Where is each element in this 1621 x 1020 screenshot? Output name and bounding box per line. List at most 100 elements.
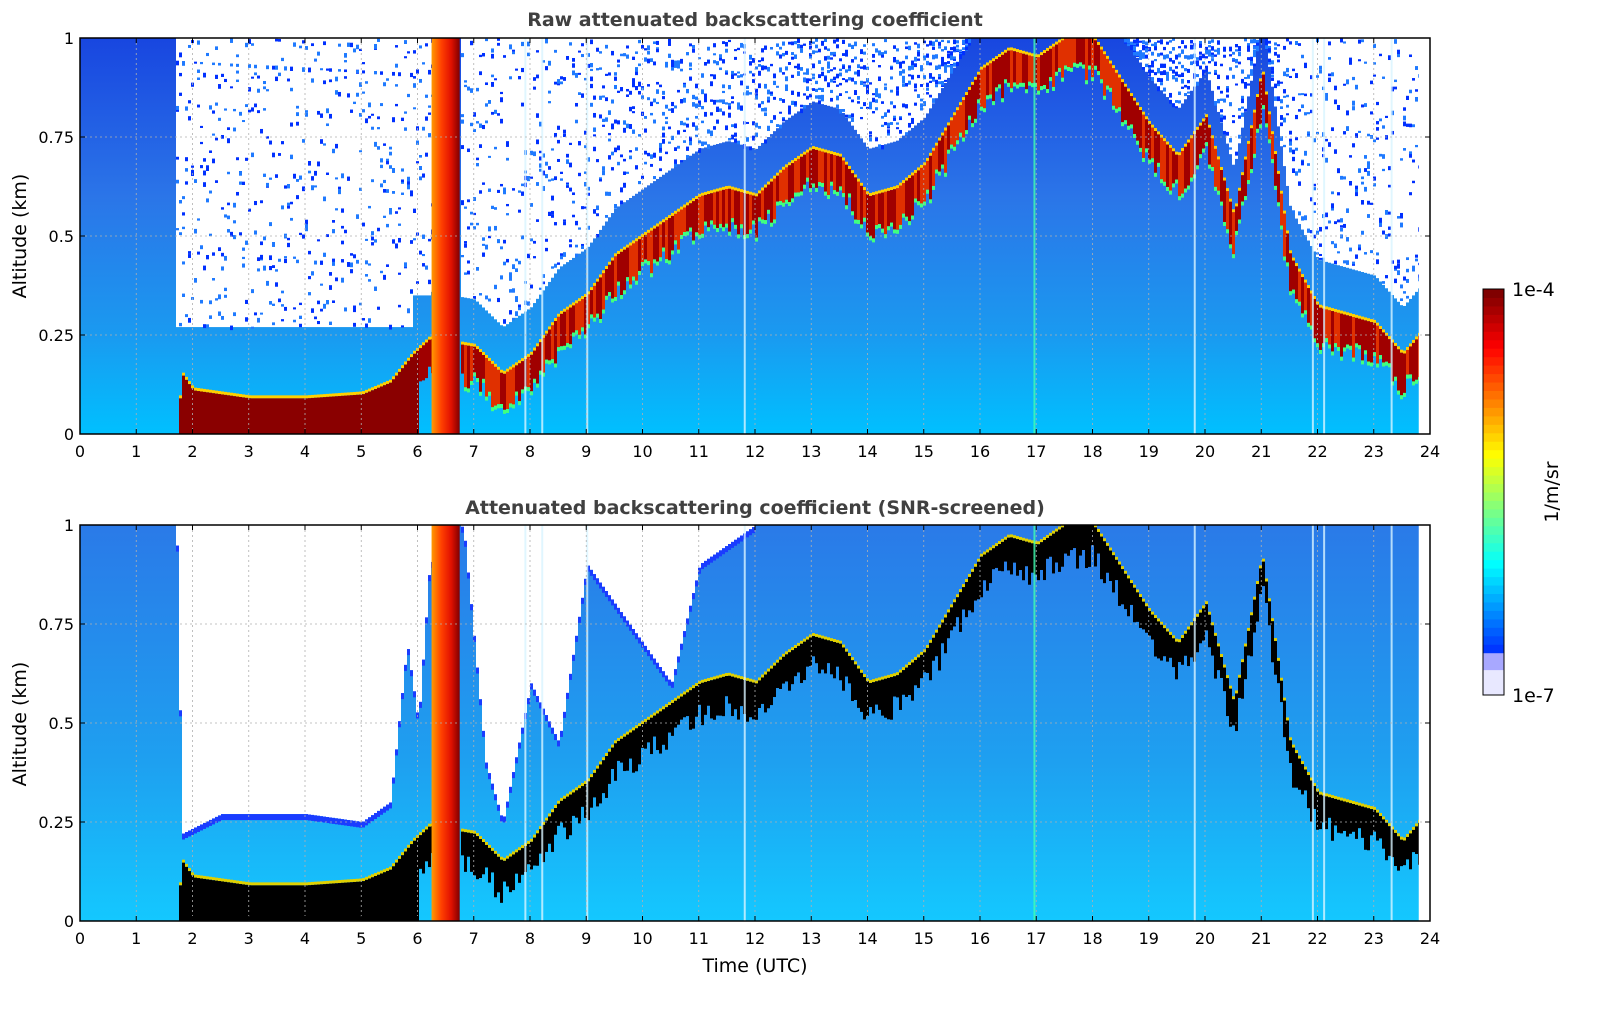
noise-speckle xyxy=(1238,108,1241,111)
noise-column xyxy=(275,38,278,328)
backscatter-layer xyxy=(323,397,326,434)
layer-edge xyxy=(935,629,938,633)
noise-speckle xyxy=(506,203,509,207)
layer-edge xyxy=(1289,291,1292,296)
noise-speckle xyxy=(566,55,569,60)
saturated-layer xyxy=(797,645,800,673)
layer-edge xyxy=(971,123,974,128)
noise-speckle xyxy=(725,70,728,75)
layer-edge xyxy=(1130,580,1133,584)
noise-speckle xyxy=(644,115,647,119)
noise-speckle xyxy=(395,63,398,68)
layer-edge xyxy=(845,205,848,210)
noise-speckle xyxy=(857,64,860,69)
noise-speckle xyxy=(1400,298,1403,302)
backscatter-layer xyxy=(1229,201,1232,245)
noise-column xyxy=(632,38,635,196)
noise-speckle xyxy=(893,56,896,60)
layer-edge xyxy=(1412,826,1415,830)
noise-speckle xyxy=(818,48,821,53)
screen-edge xyxy=(380,808,383,815)
layer-edge xyxy=(608,261,611,265)
noise-speckle xyxy=(503,55,506,58)
noise-speckle xyxy=(1181,64,1184,69)
noise-speckle xyxy=(893,115,896,119)
layer-edge xyxy=(1007,47,1010,51)
noise-speckle xyxy=(257,268,260,272)
noise-speckle xyxy=(836,44,839,49)
layer-edge xyxy=(491,360,494,364)
noise-speckle xyxy=(1196,57,1199,60)
noise-speckle xyxy=(1157,53,1160,57)
noise-speckle xyxy=(1145,46,1148,49)
layer-edge xyxy=(1142,111,1145,115)
layer-edge xyxy=(422,342,425,346)
noise-speckle xyxy=(863,44,866,47)
screened-out xyxy=(608,525,611,596)
noise-speckle xyxy=(896,122,899,125)
layer-edge xyxy=(1244,643,1247,647)
noise-speckle xyxy=(1301,93,1304,96)
noise-speckle xyxy=(731,134,734,140)
noise-speckle xyxy=(530,284,533,288)
saturated-layer xyxy=(470,833,473,872)
layer-edge xyxy=(881,676,884,680)
layer-edge xyxy=(929,639,932,643)
noise-speckle xyxy=(176,156,179,160)
layer-edge xyxy=(1082,64,1085,69)
layer-edge xyxy=(329,393,332,397)
layer-edge xyxy=(569,791,572,795)
layer-edge xyxy=(632,727,635,731)
layer-edge xyxy=(875,225,878,230)
noise-column xyxy=(503,38,506,327)
noise-speckle xyxy=(623,120,626,125)
noise-column xyxy=(1238,38,1241,144)
screen-edge xyxy=(197,825,200,832)
layer-edge xyxy=(803,638,806,642)
noise-speckle xyxy=(737,75,740,78)
screened-out xyxy=(278,525,281,815)
backscatter-layer xyxy=(278,398,281,434)
layer-edge xyxy=(350,879,353,883)
backscatter-layer xyxy=(842,160,845,194)
layer-edge xyxy=(1286,262,1289,267)
layer-edge xyxy=(806,149,809,153)
noise-speckle xyxy=(785,86,788,92)
noise-speckle xyxy=(428,105,431,108)
layer-edge xyxy=(1013,48,1016,52)
noise-speckle xyxy=(1142,55,1145,59)
x-tick-label: 21 xyxy=(1251,442,1271,461)
layer-edge xyxy=(659,708,662,712)
noise-speckle xyxy=(695,125,698,131)
noise-column xyxy=(674,38,677,167)
noise-column xyxy=(1295,38,1298,219)
noise-speckle xyxy=(395,211,398,214)
screened-out xyxy=(527,525,530,699)
layer-edge xyxy=(1226,188,1229,192)
saturated-layer xyxy=(533,837,536,866)
layer-edge xyxy=(887,674,890,678)
layer-edge xyxy=(488,357,491,361)
noise-speckle xyxy=(599,67,602,70)
noise-speckle xyxy=(839,82,842,86)
layer-edge xyxy=(1286,230,1289,234)
layer-edge xyxy=(1412,381,1415,386)
noise-column xyxy=(629,38,632,198)
noise-speckle xyxy=(941,39,944,43)
backscatter-layer xyxy=(302,398,305,434)
noise-speckle xyxy=(1382,125,1385,129)
layer-edge xyxy=(185,863,188,867)
saturated-layer xyxy=(1253,599,1256,633)
noise-column xyxy=(1223,38,1226,134)
noise-speckle xyxy=(305,227,308,232)
noise-speckle xyxy=(1337,168,1340,174)
screened-out xyxy=(479,525,482,700)
noise-speckle xyxy=(809,45,812,50)
layer-edge xyxy=(1403,350,1406,354)
noise-speckle xyxy=(857,69,860,75)
noise-speckle xyxy=(233,127,236,132)
screen-edge xyxy=(464,540,467,547)
layer-edge xyxy=(1409,830,1412,834)
saturated-layer xyxy=(1025,541,1028,567)
noise-speckle xyxy=(722,41,725,45)
